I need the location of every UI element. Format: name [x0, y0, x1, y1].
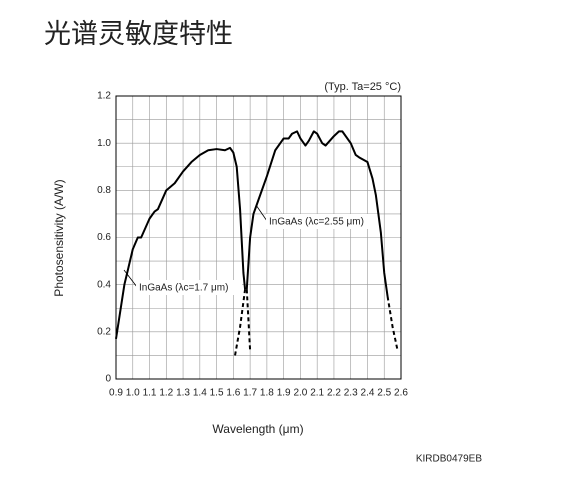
- label-background: [136, 280, 242, 295]
- series-line: [245, 130, 389, 297]
- chart-subtitle: (Typ. Ta=25 °C): [324, 81, 401, 93]
- figure-code: KIRDB0479EB: [416, 454, 482, 465]
- x-tick-label: 1.4: [193, 388, 207, 399]
- grid: [115, 95, 402, 380]
- x-tick-label: 2.5: [377, 388, 391, 399]
- x-tick-label: 1.2: [159, 388, 173, 399]
- x-axis-label: Wavelength (μm): [212, 422, 303, 436]
- x-tick-label: 2.4: [361, 388, 375, 399]
- x-tick-label: 1.1: [143, 388, 157, 399]
- x-tick-label: 1.9: [277, 388, 291, 399]
- x-tick-label: 2.3: [344, 388, 358, 399]
- x-tick-label: 2.6: [394, 388, 408, 399]
- dashed-line: [386, 296, 399, 351]
- series-line: [115, 146, 247, 340]
- chart-title: 光谱灵敏度特性: [44, 19, 233, 49]
- dashed-line: [234, 289, 247, 356]
- x-tick-label: 1.8: [260, 388, 274, 399]
- series-annotation: InGaAs (λc=2.55 μm): [269, 217, 364, 228]
- x-tick-label: 0.9: [109, 388, 123, 399]
- x-tick-label: 1.7: [243, 388, 257, 399]
- x-tick-label: 2.2: [327, 388, 341, 399]
- dashed-line: [245, 289, 252, 351]
- x-tick-label: 2.0: [293, 388, 307, 399]
- y-tick-label: 1.2: [97, 91, 111, 102]
- y-tick-label: 0.6: [97, 232, 111, 243]
- y-tick-label: 1.0: [97, 138, 111, 149]
- x-tick-label: 1.3: [176, 388, 190, 399]
- y-tick-label: 0.4: [97, 279, 111, 290]
- y-axis-label: Photosensitivity (A/W): [52, 179, 66, 296]
- y-tick-label: 0.8: [97, 185, 111, 196]
- x-tick-label: 1.0: [126, 388, 140, 399]
- y-tick-label: 0: [105, 374, 111, 385]
- plot-frame: [115, 95, 402, 380]
- series-annotation: InGaAs (λc=1.7 μm): [139, 283, 228, 294]
- x-tick-label: 1.6: [226, 388, 240, 399]
- x-tick-label: 1.5: [210, 388, 224, 399]
- x-tick-label: 2.1: [310, 388, 324, 399]
- label-background: [266, 214, 378, 229]
- leader-line: [255, 204, 268, 222]
- y-tick-label: 0.2: [97, 326, 111, 337]
